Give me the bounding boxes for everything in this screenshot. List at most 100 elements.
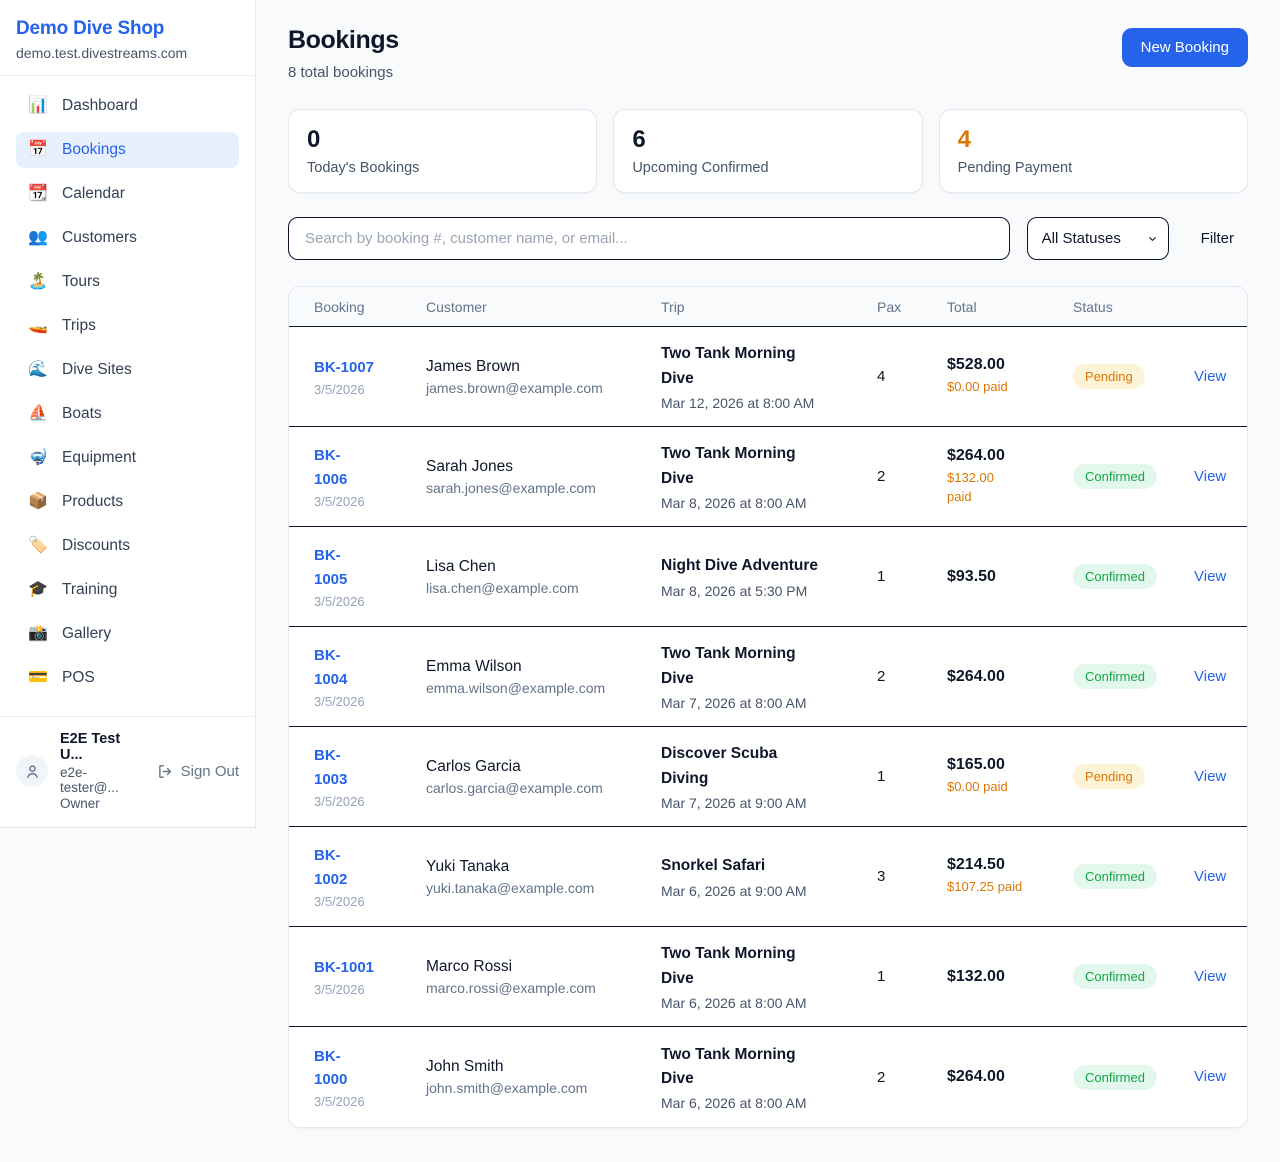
sidebar-item-label: Bookings [62,141,126,158]
sidebar-item-label: Boats [62,405,102,422]
stat-label: Today's Bookings [307,160,420,177]
sidebar-item-label: Discounts [62,537,131,554]
new-booking-button[interactable]: New Booking [1121,28,1248,67]
booking-date: 3/5/2026 [314,982,365,998]
booking-link[interactable]: BK- 1004 [314,647,348,688]
view-link[interactable]: View [1194,867,1227,885]
booking-date: 3/5/2026 [314,593,365,609]
camera-icon: 📸 [28,625,48,642]
booking-date: 3/5/2026 [314,382,365,398]
stat-value: 0 [307,126,321,153]
trip-time: Mar 6, 2026 at 8:00 AM [661,994,807,1011]
stat-value: 4 [957,126,972,153]
sidebar-item-dashboard[interactable]: 📊 Dashboard [16,88,239,124]
calendar-icon: 📅 [28,141,48,158]
sign-out-button[interactable]: Sign Out [157,763,239,780]
status-badge: Pending [1073,764,1145,789]
sidebar-item-pos[interactable]: 💳 POS [16,660,239,696]
paid-amount: $0.00 paid [947,379,1008,395]
avatar [16,755,48,787]
sidebar-item-label: Trips [62,317,96,334]
total-amount: $264.00 [947,667,1005,685]
pax-count: 2 [877,1068,886,1086]
sidebar-item-trips[interactable]: 🚤 Trips [16,308,239,344]
pax-count: 3 [877,868,886,885]
page-header: Bookings 8 total bookings New Booking [288,26,1248,81]
sidebar-item-gallery[interactable]: 📸 Gallery [16,616,239,652]
column-header-trip: Trip [661,298,685,315]
booking-row: BK- 1004 3/5/2026 Emma Wilson emma.wilson@e… [289,627,1247,727]
pax-count: 1 [877,768,886,785]
pax-count: 2 [877,668,886,685]
booking-row: BK- 1002 3/5/2026 Yuki Tanaka yuki.tanaka@e… [289,827,1247,927]
sailboat-icon: ⛵ [28,405,48,422]
bookings-table: Booking Customer Trip Pax Total Status B… [288,286,1248,1128]
booking-row: BK-1001 3/5/2026 Marco Rossi marco.rossi@ex… [289,927,1247,1027]
booking-link[interactable]: BK- 1002 [314,847,348,888]
trip-time: Mar 7, 2026 at 9:00 AM [661,794,807,811]
booking-link[interactable]: BK-1007 [314,358,375,376]
island-icon: 🏝️ [28,273,48,290]
sidebar-item-tours[interactable]: 🏝️ Tours [16,264,239,300]
trip-time: Mar 12, 2026 at 8:00 AM [661,394,815,411]
stat-label: Pending Payment [957,160,1073,177]
user-email: e2e-tester@... [60,765,119,795]
trip-time: Mar 6, 2026 at 9:00 AM [661,882,807,899]
filter-button[interactable]: Filter [1200,230,1234,247]
view-link[interactable]: View [1194,967,1227,985]
booking-row: BK-1007 3/5/2026 James Brown james.brown@ex… [289,327,1247,427]
trip-name: Two Tank Morning Dive [661,945,796,987]
status-badge: Confirmed [1073,564,1157,589]
column-header-booking: Booking [314,298,365,315]
view-link[interactable]: View [1194,1068,1227,1085]
status-badge: Confirmed [1073,964,1157,989]
sidebar-item-dive-sites[interactable]: 🌊 Dive Sites [16,352,239,388]
customer-email: james.brown@example.com [426,379,603,396]
status-select[interactable]: All Statuses [1026,217,1169,260]
customer-email: emma.wilson@example.com [426,679,606,696]
customer-name: Marco Rossi [426,957,513,975]
sign-out-icon [158,764,171,778]
view-link[interactable]: View [1194,367,1227,385]
trip-name: Two Tank Morning Dive [661,1045,796,1087]
stat-card-todays-bookings: 0 Today's Bookings [288,109,598,193]
total-amount: $264.00 [947,1068,1005,1085]
sidebar: Demo Dive Shop demo.test.divestreams.com… [0,0,256,828]
sidebar-item-boats[interactable]: ⛵ Boats [16,396,239,432]
stat-label: Upcoming Confirmed [632,160,769,177]
sidebar-item-label: Training [62,581,118,598]
sidebar-footer: E2E Test U... e2e-tester@... Owner Sign … [0,716,255,827]
sidebar-item-equipment[interactable]: 🤿 Equipment [16,440,239,476]
paid-amount: $107.25 paid [947,879,1023,895]
booking-link[interactable]: BK- 1003 [314,747,348,788]
sidebar-item-training[interactable]: 🎓 Training [16,572,239,608]
trip-name: Night Dive Adventure [661,557,819,575]
booking-link[interactable]: BK- 1006 [314,447,348,488]
trip-name: Two Tank Morning Dive [661,645,796,687]
booking-link[interactable]: BK-1001 [314,958,375,976]
booking-link[interactable]: BK- 1005 [314,547,348,588]
sidebar-item-calendar[interactable]: 📆 Calendar [16,176,239,212]
table-header-row: Booking Customer Trip Pax Total Status [289,287,1247,327]
pax-count: 1 [877,568,886,585]
stats-row: 0 Today's Bookings 6 Upcoming Confirmed … [288,109,1248,193]
credit-card-icon: 💳 [28,669,48,686]
brand-block: Demo Dive Shop demo.test.divestreams.com [0,0,255,76]
customer-name: James Brown [426,357,520,375]
customer-name: Carlos Garcia [426,757,521,775]
search-input[interactable] [288,217,1010,260]
view-link[interactable]: View [1194,467,1227,485]
sidebar-item-products[interactable]: 📦 Products [16,484,239,520]
sidebar-item-discounts[interactable]: 🏷️ Discounts [16,528,239,564]
view-link[interactable]: View [1194,667,1227,685]
sidebar-item-label: Equipment [62,449,137,466]
booking-link[interactable]: BK- 1000 [314,1047,348,1088]
sidebar-item-bookings[interactable]: 📅 Bookings [16,132,239,168]
customer-name: Sarah Jones [426,457,514,475]
view-link[interactable]: View [1194,567,1227,585]
trip-name: Discover Scuba Diving [661,745,778,787]
view-link[interactable]: View [1194,767,1227,785]
shop-name: Demo Dive Shop [16,18,165,39]
sidebar-item-customers[interactable]: 👥 Customers [16,220,239,256]
sidebar-item-label: POS [62,669,95,686]
